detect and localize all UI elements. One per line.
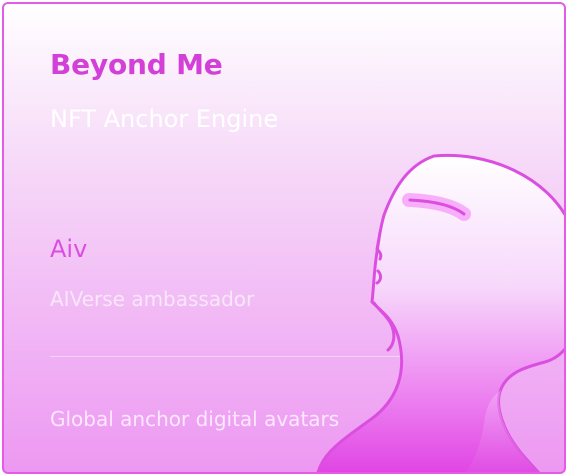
avatar-name: Aiv xyxy=(50,235,88,263)
section-divider xyxy=(50,356,418,357)
card-subtitle: NFT Anchor Engine xyxy=(50,105,279,133)
avatar-role: AIVerse ambassador xyxy=(50,287,255,311)
ai-avatar-card: Beyond Me NFT Anchor Engine Aiv AIVerse … xyxy=(2,2,566,474)
card-footer: Global anchor digital avatars xyxy=(50,407,340,431)
card-title: Beyond Me xyxy=(50,48,223,81)
head-profile-icon xyxy=(316,153,564,472)
